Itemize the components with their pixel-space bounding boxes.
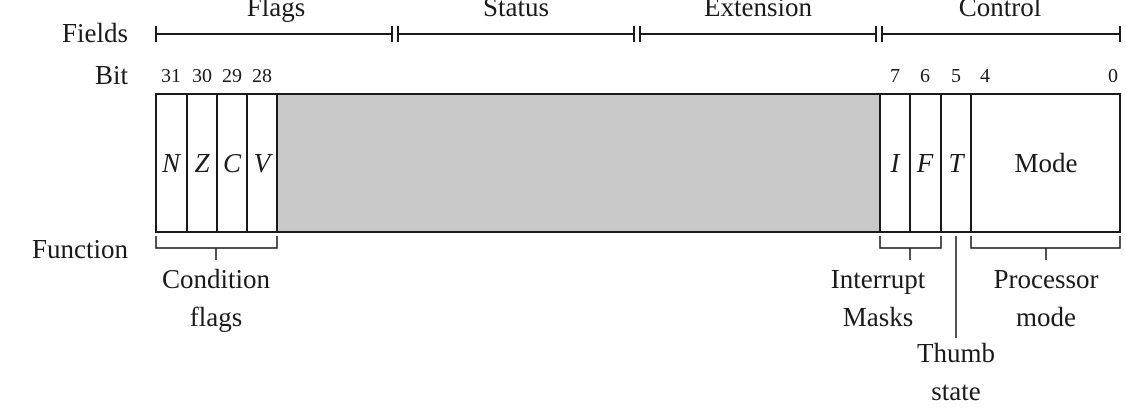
field-label-flags: Flags <box>247 0 306 22</box>
field-span-control <box>881 26 1121 42</box>
bit-cell-z: Z <box>194 148 210 178</box>
bit-cell-v: V <box>254 148 274 178</box>
bracket-condition-flags <box>155 236 278 260</box>
row-label-function: Function <box>32 234 129 264</box>
bit-number-6: 6 <box>920 65 930 87</box>
bit-number-0: 0 <box>1108 65 1118 87</box>
bit-number-30: 30 <box>192 65 212 87</box>
function-label-condition-line2: flags <box>190 302 242 332</box>
register-body <box>155 93 1121 233</box>
function-label-condition-line1: Condition <box>162 264 271 294</box>
field-span-extension <box>639 26 877 42</box>
row-label-bit: Bit <box>95 60 129 90</box>
bit-number-5: 5 <box>951 65 961 87</box>
function-label-thumb-line2: state <box>931 376 980 406</box>
field-label-extension: Extension <box>704 0 812 22</box>
bit-cell-t: T <box>948 148 965 178</box>
field-span-status <box>397 26 635 42</box>
bracket-processor-mode <box>970 236 1121 260</box>
bit-number-29: 29 <box>222 65 242 87</box>
function-label-interrupt-line1: Interrupt <box>831 264 926 294</box>
function-label-thumb-line1: Thumb <box>917 338 995 368</box>
bit-cell-f: F <box>916 148 934 178</box>
reserved-bits-area <box>277 94 880 232</box>
bit-number-7: 7 <box>890 65 900 87</box>
function-label-processor-line1: Processor <box>994 264 1099 294</box>
bit-cell-c: C <box>223 148 242 178</box>
field-span-flags <box>155 26 393 42</box>
bit-number-28: 28 <box>252 65 272 87</box>
register-outline <box>155 93 1121 233</box>
bit-cell-i: I <box>890 148 902 178</box>
row-label-fields: Fields <box>62 18 128 48</box>
field-label-status: Status <box>483 0 549 22</box>
bracket-interrupt-masks <box>879 236 942 260</box>
function-label-processor-line2: mode <box>1016 302 1076 332</box>
function-label-interrupt-line2: Masks <box>843 302 914 332</box>
field-label-control: Control <box>959 0 1042 22</box>
bit-number-4: 4 <box>980 65 990 87</box>
bit-cell-n: N <box>161 148 182 178</box>
bit-cell-mode: Mode <box>1015 148 1078 178</box>
bit-number-31: 31 <box>161 65 181 87</box>
